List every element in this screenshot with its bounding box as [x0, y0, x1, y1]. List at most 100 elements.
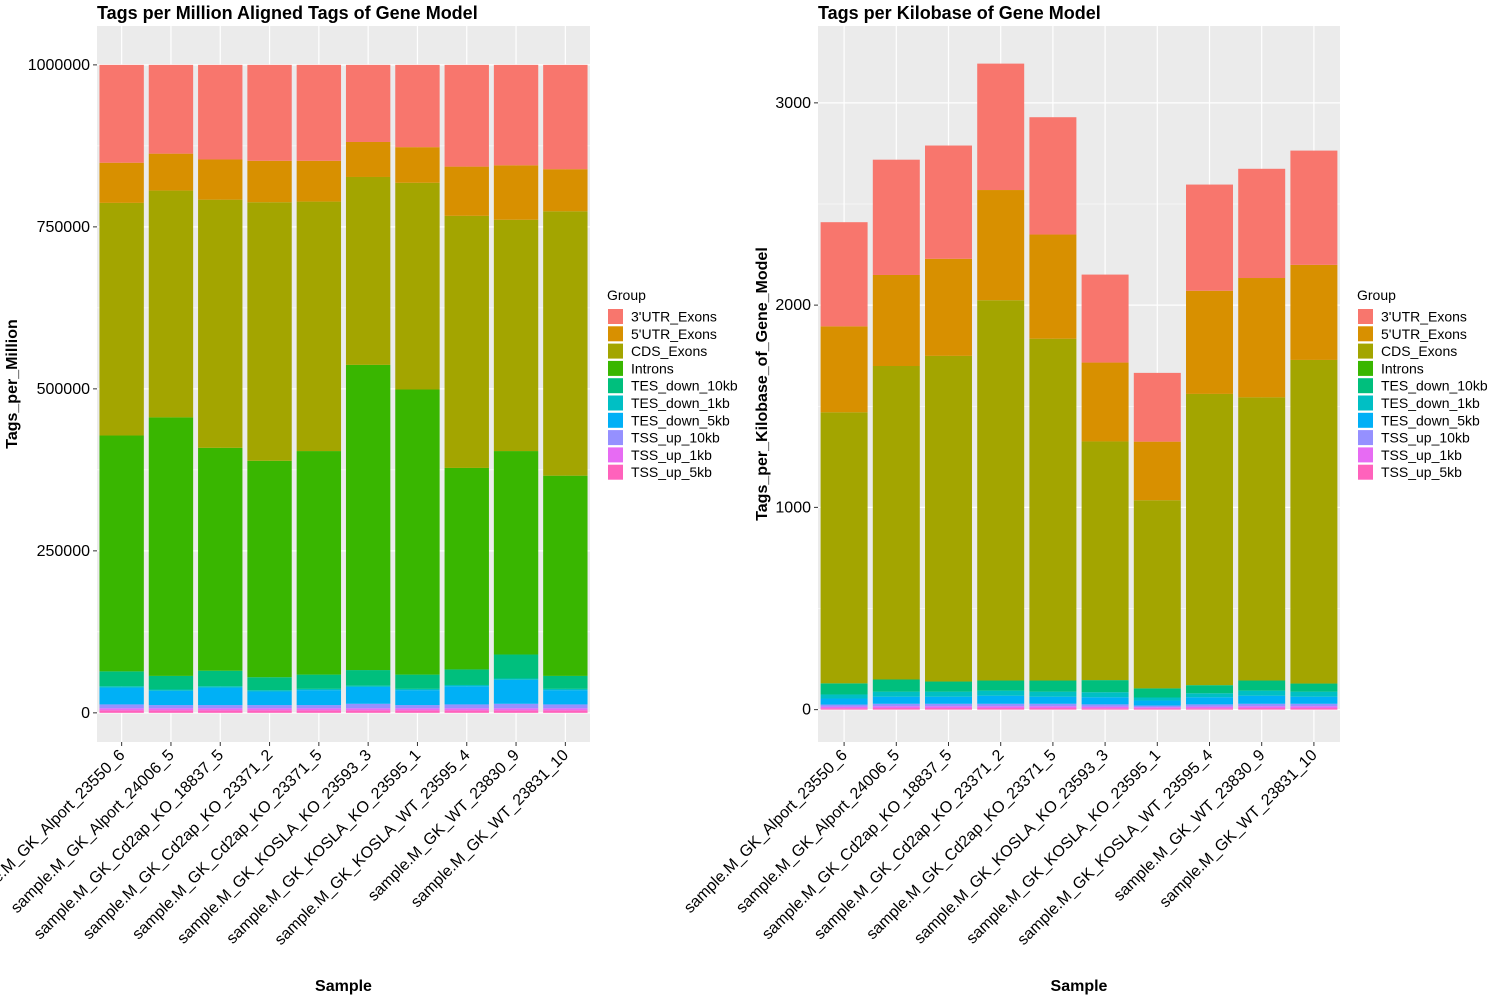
tpm-bar-introns — [493, 451, 539, 655]
tpm-bar-tes-down-10kb — [247, 677, 292, 691]
tpm-bar-tes-down-5kb — [247, 691, 292, 706]
tpk-x-tick-label: sample.M_GK_Cd2ap_KO_18837_5 — [759, 747, 955, 943]
tpk-bar-tss-up-1kb — [1186, 706, 1233, 709]
tpk-legend-title: Group — [1357, 287, 1396, 303]
tpm-bar-tes-down-1kb — [493, 678, 539, 680]
tpm-bar-tss-up-1kb — [247, 708, 292, 711]
tpm-bar-3-utr-exons — [99, 64, 144, 163]
tpm-y-tick-label: 1000000 — [28, 57, 90, 74]
tpk-bar-tss-up-10kb — [1133, 705, 1181, 708]
tpk-bar-tss-up-1kb — [820, 706, 868, 709]
tpk-y-tick-label: 0 — [802, 702, 811, 719]
tpm-bar-tss-up-10kb — [493, 703, 539, 709]
tpm-legend: Group 3'UTR_Exons5'UTR_ExonsCDS_ExonsIntr… — [607, 287, 738, 480]
tpm-y-tick-label: 750000 — [37, 219, 90, 236]
tpm-bar-cds-exons — [543, 211, 588, 476]
tpm-bar-tss-up-1kb — [543, 708, 588, 711]
tpk-legend-key — [1358, 326, 1373, 342]
tpk-bar-tes-down-5kb — [977, 695, 1025, 704]
tpk-legend-key — [1358, 343, 1373, 359]
tpk-bar-tes-down-5kb — [1133, 700, 1181, 706]
tpk-bar-tss-up-1kb — [977, 706, 1025, 709]
tpk-bar-tss-up-1kb — [925, 706, 972, 709]
tpk-bar-tes-down-1kb — [1081, 692, 1129, 698]
tpm-bar-introns — [247, 460, 292, 678]
tpk-bar-cds-exons — [1238, 397, 1286, 681]
tpm-y-axis-title: Tags_per_Million — [4, 319, 21, 449]
tpk-bar-5-utr-exons — [925, 258, 972, 356]
tpm-bar-tes-down-5kb — [198, 687, 243, 706]
tpm-legend-label: TES_down_1kb — [631, 395, 730, 411]
tpk-bar-cds-exons — [925, 355, 972, 682]
tpk-bar-5-utr-exons — [1029, 234, 1077, 339]
tpm-bar-introns — [99, 435, 144, 672]
tpk-bar-3-utr-exons — [1186, 184, 1233, 291]
tpm-bar-cds-exons — [493, 219, 539, 452]
tpk-bar-cds-exons — [820, 412, 868, 684]
tpk-bar-tes-down-5kb — [1238, 695, 1286, 704]
tpk-legend-label: TES_down_1kb — [1381, 395, 1480, 411]
tpk-bar-tes-down-5kb — [925, 696, 972, 704]
tpk-legend-label: TSS_up_1kb — [1381, 447, 1462, 463]
tpm-bar-cds-exons — [99, 202, 144, 436]
tpm-bar-5-utr-exons — [493, 165, 539, 220]
tpm-bar-3-utr-exons — [493, 64, 539, 166]
tpk-y-axis-title: Tags_per_Kilobase_of_Gene_Model — [754, 247, 771, 521]
tpk-bar-tes-down-5kb — [1290, 696, 1338, 704]
tpk-bar-tes-down-1kb — [977, 690, 1025, 696]
tpk-legend-key — [1358, 464, 1373, 480]
tpk-bar-tes-down-1kb — [1290, 691, 1338, 697]
tpm-legend-key — [608, 447, 623, 463]
tpm-bar-introns — [444, 467, 489, 670]
tpk-legend-key — [1358, 395, 1373, 411]
tpk-bar-tss-up-5kb — [925, 708, 972, 710]
tpk-legend-key — [1358, 412, 1373, 428]
tpk-bar-cds-exons — [872, 365, 920, 680]
tpm-chart-title: Tags per Million Aligned Tags of Gene Mo… — [97, 3, 478, 23]
tpk-x-tick-label: sample.M_GK_Cd2ap_KO_23371_5 — [863, 747, 1059, 943]
tpm-bar-tes-down-1kb — [198, 686, 243, 688]
tpk-bar-tss-up-1kb — [1238, 706, 1286, 709]
tpm-bar-3-utr-exons — [395, 64, 440, 148]
tpm-bar-tes-down-5kb — [345, 686, 391, 704]
tpm-bar-tss-up-1kb — [296, 708, 342, 711]
tpm-bar-tss-up-10kb — [148, 705, 194, 709]
tpm-bar-5-utr-exons — [395, 147, 440, 183]
tpm-bar-tes-down-1kb — [296, 688, 342, 691]
tpm-bar-tss-up-5kb — [296, 710, 342, 713]
tpk-bar-tss-up-10kb — [977, 703, 1025, 707]
tpm-bar-5-utr-exons — [345, 141, 391, 177]
tpk-bar-tes-down-10kb — [977, 680, 1025, 691]
tpm-bar-tes-down-1kb — [543, 688, 588, 691]
tpk-bar-tes-down-10kb — [1186, 685, 1233, 694]
tpm-bar-3-utr-exons — [345, 64, 391, 142]
tpm-bar-tes-down-5kb — [148, 690, 194, 706]
tpk-bar-tes-down-1kb — [1133, 697, 1181, 701]
tpk-legend-key — [1358, 447, 1373, 463]
tpm-bar-tss-up-10kb — [99, 704, 144, 709]
tpk-bar-tes-down-5kb — [872, 696, 920, 704]
tpm-bar-introns — [296, 451, 342, 675]
tpk-bar-tes-down-5kb — [1081, 697, 1129, 705]
tpm-legend-label: Introns — [631, 360, 674, 376]
tpk-legend-label: 5'UTR_Exons — [1381, 326, 1467, 342]
tpm-bar-introns — [148, 417, 194, 676]
tpk-bar-cds-exons — [1081, 441, 1129, 681]
tpk-bar-tss-up-1kb — [1290, 706, 1338, 709]
tpm-bar-tes-down-10kb — [444, 669, 489, 685]
tpk-x-tick-label: sample.M_GK_Cd2ap_KO_23371_2 — [811, 747, 1007, 943]
tpk-bar-3-utr-exons — [925, 145, 972, 259]
tpk-bar-cds-exons — [1029, 338, 1077, 681]
tpk-bar-3-utr-exons — [1238, 168, 1286, 279]
tpk-bar-tss-up-5kb — [1290, 708, 1338, 710]
tpk-bar-5-utr-exons — [820, 326, 868, 413]
tpm-bar-tes-down-5kb — [395, 690, 440, 706]
tpm-legend-key — [608, 309, 623, 324]
tpm-x-tick-label: sample.M_GK_Alport_23550_6 — [0, 747, 129, 917]
tpm-bar-introns — [543, 475, 588, 676]
tpm-bar-tes-down-10kb — [148, 675, 194, 690]
tpm-y-tick-label: 500000 — [37, 381, 90, 398]
tpm-legend-key — [608, 378, 623, 394]
tpm-bar-tes-down-1kb — [345, 685, 391, 687]
